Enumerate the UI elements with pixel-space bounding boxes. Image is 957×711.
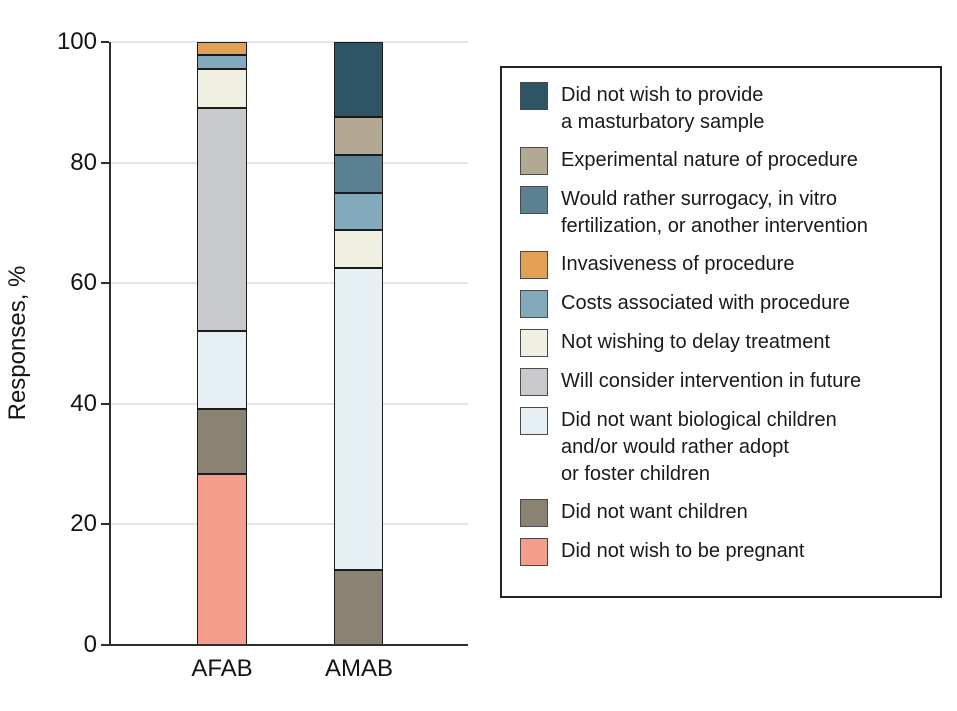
gridline-100: [110, 41, 468, 43]
legend-label: Did not want children: [561, 501, 748, 523]
legend-label: Did not wish to provide a masturbatory sa…: [561, 84, 765, 133]
bar-afab: [197, 42, 247, 645]
legend-item: Would rather surrogacy, in vitro fertiliz…: [520, 186, 926, 240]
y-axis-tick-80: [101, 161, 109, 164]
bar-segment: [334, 155, 383, 193]
x-axis-label-amab: AMAB: [324, 655, 393, 682]
bar-segment: [197, 408, 247, 475]
legend-label: Will consider intervention in future: [561, 370, 862, 392]
legend-swatch: [520, 251, 548, 279]
bar-segment: [334, 230, 383, 269]
bar-segment: [334, 268, 383, 570]
legend-item: Did not wish to provide a masturbatory sa…: [520, 82, 926, 136]
bar-segment: [197, 330, 247, 409]
y-tick-label-100: 100: [56, 28, 97, 55]
gridline-60: [110, 282, 468, 285]
legend-label: Not wishing to delay treatment: [561, 331, 831, 353]
legend-item: Did not wish to be pregnant: [520, 538, 926, 566]
y-tick-label-60: 60: [70, 269, 97, 297]
y-axis-tick-40: [101, 402, 109, 405]
legend-swatch: [520, 82, 548, 110]
legend: Did not wish to provide a masturbatory sa…: [500, 66, 942, 598]
legend-swatch: [520, 329, 548, 357]
y-axis-spine: [109, 42, 111, 645]
bar-segment: [197, 107, 247, 331]
bar-segment: [334, 117, 383, 156]
y-tick-label-0: 0: [83, 631, 97, 658]
plot-area: [101, 41, 468, 646]
y-tick-label-40: 40: [70, 389, 97, 417]
legend-item: Did not want biological children and/or w…: [520, 407, 926, 488]
legend-item: Experimental nature of procedure: [520, 147, 926, 175]
legend-label: Would rather surrogacy, in vitro fertiliz…: [561, 188, 868, 237]
legend-swatch: [520, 407, 548, 435]
bar-segment: [197, 42, 247, 56]
gridline-40: [110, 402, 468, 405]
legend-item: Will consider intervention in future: [520, 368, 926, 396]
legend-label: Did not wish to be pregnant: [561, 540, 805, 562]
y-tick-label-80: 80: [70, 148, 97, 176]
x-axis-spine: [109, 644, 468, 646]
legend-swatch: [520, 147, 548, 175]
bar-segment: [197, 55, 247, 69]
gridline-80: [110, 161, 468, 164]
legend-swatch: [520, 368, 548, 396]
bar-amab: [334, 42, 383, 645]
y-axis-tick-100: [101, 41, 109, 43]
bar-segment: [334, 192, 383, 231]
bar-segment: [334, 569, 383, 645]
legend-swatch: [520, 499, 548, 527]
y-axis-title: Responses, %: [4, 265, 31, 421]
legend-label: Invasiveness of procedure: [561, 253, 795, 275]
legend-label: Costs associated with procedure: [561, 292, 851, 314]
bar-segment: [334, 42, 383, 118]
legend-swatch: [520, 538, 548, 566]
gridline-20: [110, 523, 468, 526]
legend-item: Did not want children: [520, 499, 926, 527]
x-axis-label-afab: AFAB: [191, 655, 253, 682]
legend-label: Experimental nature of procedure: [561, 149, 858, 171]
legend-item: Not wishing to delay treatment: [520, 329, 926, 357]
y-axis-tick-60: [101, 282, 109, 285]
legend-swatch: [520, 186, 548, 214]
bar-segment: [197, 68, 247, 108]
bar-segment: [197, 474, 247, 645]
legend-label: Did not want biological children and/or w…: [561, 409, 837, 485]
legend-item: Costs associated with procedure: [520, 290, 926, 318]
legend-swatch: [520, 290, 548, 318]
legend-item: Invasiveness of procedure: [520, 251, 926, 279]
y-axis-tick-20: [101, 523, 109, 526]
y-axis-tick-0: [101, 644, 109, 646]
y-tick-label-20: 20: [70, 510, 97, 538]
